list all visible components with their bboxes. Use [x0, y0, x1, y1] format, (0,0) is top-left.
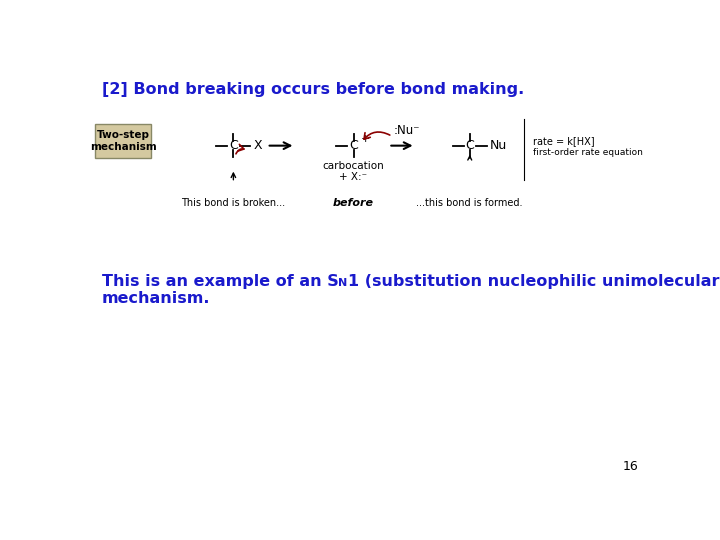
FancyArrowPatch shape — [364, 132, 390, 139]
Text: ...this bond is formed.: ...this bond is formed. — [416, 198, 523, 208]
Text: first-order rate equation: first-order rate equation — [534, 148, 643, 157]
Text: Nu: Nu — [490, 139, 507, 152]
Text: This bond is broken...: This bond is broken... — [181, 198, 285, 208]
Text: X: X — [253, 139, 262, 152]
Text: rate = k[HX]: rate = k[HX] — [534, 136, 595, 146]
Text: + X:⁻: + X:⁻ — [339, 172, 368, 182]
Text: 1 (substitution nucleophilic unimolecular): 1 (substitution nucleophilic unimolecula… — [348, 274, 720, 289]
Text: C: C — [465, 139, 474, 152]
Text: :Nu⁻: :Nu⁻ — [394, 124, 420, 137]
Text: Two-step
mechanism: Two-step mechanism — [90, 130, 157, 152]
Text: N: N — [338, 278, 348, 288]
Text: C: C — [229, 139, 238, 152]
Text: carbocation: carbocation — [323, 161, 384, 171]
Text: [2] Bond breaking occurs before bond making.: [2] Bond breaking occurs before bond mak… — [102, 82, 524, 97]
Text: C: C — [349, 139, 358, 152]
Text: This is an example of an S: This is an example of an S — [102, 274, 338, 289]
Text: before: before — [333, 198, 374, 208]
Text: +: + — [361, 134, 370, 144]
Text: This is an example of an S: This is an example of an S — [102, 274, 338, 289]
Text: 16: 16 — [623, 460, 639, 473]
Text: N: N — [338, 278, 348, 288]
Text: mechanism.: mechanism. — [102, 291, 210, 306]
FancyBboxPatch shape — [96, 124, 151, 158]
FancyArrowPatch shape — [236, 144, 244, 154]
